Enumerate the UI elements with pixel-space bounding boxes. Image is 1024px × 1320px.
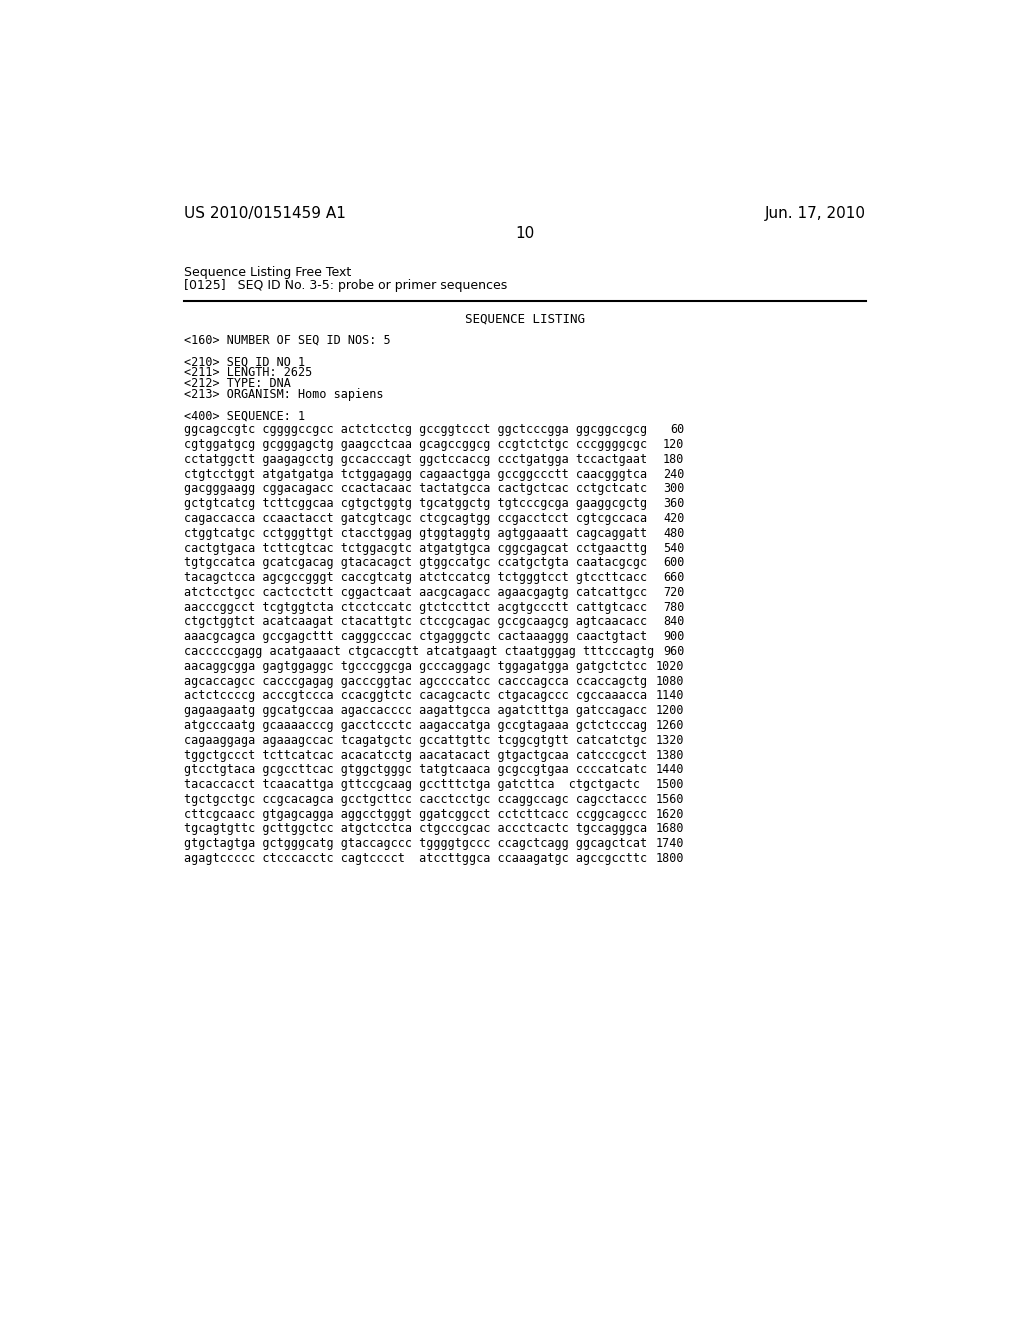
Text: gctgtcatcg tcttcggcaa cgtgctggtg tgcatggctg tgtcccgcga gaaggcgctg: gctgtcatcg tcttcggcaa cgtgctggtg tgcatgg… [183, 498, 647, 511]
Text: Jun. 17, 2010: Jun. 17, 2010 [765, 206, 866, 222]
Text: 1740: 1740 [656, 837, 684, 850]
Text: gtgctagtga gctgggcatg gtaccagccc tggggtgccc ccagctcagg ggcagctcat: gtgctagtga gctgggcatg gtaccagccc tggggtg… [183, 837, 647, 850]
Text: <212> TYPE: DNA: <212> TYPE: DNA [183, 378, 291, 391]
Text: 420: 420 [664, 512, 684, 525]
Text: gagaagaatg ggcatgccaa agaccacccc aagattgcca agatctttga gatccagacc: gagaagaatg ggcatgccaa agaccacccc aagattg… [183, 704, 647, 717]
Text: gacgggaagg cggacagacc ccactacaac tactatgcca cactgctcac cctgctcatc: gacgggaagg cggacagacc ccactacaac tactatg… [183, 482, 647, 495]
Text: actctccccg acccgtccca ccacggtctc cacagcactc ctgacagccc cgccaaacca: actctccccg acccgtccca ccacggtctc cacagca… [183, 689, 647, 702]
Text: SEQUENCE LISTING: SEQUENCE LISTING [465, 313, 585, 326]
Text: 300: 300 [664, 482, 684, 495]
Text: cgtggatgcg gcgggagctg gaagcctcaa gcagccggcg ccgtctctgc cccggggcgc: cgtggatgcg gcgggagctg gaagcctcaa gcagccg… [183, 438, 647, 451]
Text: <160> NUMBER OF SEQ ID NOS: 5: <160> NUMBER OF SEQ ID NOS: 5 [183, 334, 390, 347]
Text: atctcctgcc cactcctctt cggactcaat aacgcagacc agaacgagtg catcattgcc: atctcctgcc cactcctctt cggactcaat aacgcag… [183, 586, 647, 599]
Text: US 2010/0151459 A1: US 2010/0151459 A1 [183, 206, 346, 222]
Text: 360: 360 [664, 498, 684, 511]
Text: <400> SEQUENCE: 1: <400> SEQUENCE: 1 [183, 409, 305, 422]
Text: cagaaggaga agaaagccac tcagatgctc gccattgttc tcggcgtgtt catcatctgc: cagaaggaga agaaagccac tcagatgctc gccattg… [183, 734, 647, 747]
Text: 1620: 1620 [656, 808, 684, 821]
Text: <211> LENGTH: 2625: <211> LENGTH: 2625 [183, 367, 312, 379]
Text: 1080: 1080 [656, 675, 684, 688]
Text: cagaccacca ccaactacct gatcgtcagc ctcgcagtgg ccgacctcct cgtcgccaca: cagaccacca ccaactacct gatcgtcagc ctcgcag… [183, 512, 647, 525]
Text: atgcccaatg gcaaaacccg gacctccctc aagaccatga gccgtagaaa gctctcccag: atgcccaatg gcaaaacccg gacctccctc aagacca… [183, 719, 647, 733]
Text: 1380: 1380 [656, 748, 684, 762]
Text: gtcctgtaca gcgccttcac gtggctgggc tatgtcaaca gcgccgtgaa ccccatcatc: gtcctgtaca gcgccttcac gtggctgggc tatgtca… [183, 763, 647, 776]
Text: tggctgccct tcttcatcac acacatcctg aacatacact gtgactgcaa catcccgcct: tggctgccct tcttcatcac acacatcctg aacatac… [183, 748, 647, 762]
Text: 1440: 1440 [656, 763, 684, 776]
Text: 660: 660 [664, 572, 684, 585]
Text: cacccccgagg acatgaaact ctgcaccgtt atcatgaagt ctaatgggag tttcccagtg: cacccccgagg acatgaaact ctgcaccgtt atcatg… [183, 645, 654, 659]
Text: 1680: 1680 [656, 822, 684, 836]
Text: cactgtgaca tcttcgtcac tctggacgtc atgatgtgca cggcgagcat cctgaacttg: cactgtgaca tcttcgtcac tctggacgtc atgatgt… [183, 541, 647, 554]
Text: aacccggcct tcgtggtcta ctcctccatc gtctccttct acgtgccctt cattgtcacc: aacccggcct tcgtggtcta ctcctccatc gtctcct… [183, 601, 647, 614]
Text: 120: 120 [664, 438, 684, 451]
Text: 720: 720 [664, 586, 684, 599]
Text: 1560: 1560 [656, 793, 684, 807]
Text: ctgctggtct acatcaagat ctacattgtc ctccgcagac gccgcaagcg agtcaacacc: ctgctggtct acatcaagat ctacattgtc ctccgca… [183, 615, 647, 628]
Text: 960: 960 [664, 645, 684, 659]
Text: 480: 480 [664, 527, 684, 540]
Text: 60: 60 [670, 424, 684, 437]
Text: aacaggcgga gagtggaggc tgcccggcga gcccaggagc tggagatgga gatgctctcc: aacaggcgga gagtggaggc tgcccggcga gcccagg… [183, 660, 647, 673]
Text: 840: 840 [664, 615, 684, 628]
Text: 1500: 1500 [656, 777, 684, 791]
Text: 180: 180 [664, 453, 684, 466]
Text: ggcagccgtc cggggccgcc actctcctcg gccggtccct ggctcccgga ggcggccgcg: ggcagccgtc cggggccgcc actctcctcg gccggtc… [183, 424, 647, 437]
Text: <213> ORGANISM: Homo sapiens: <213> ORGANISM: Homo sapiens [183, 388, 383, 401]
Text: 10: 10 [515, 226, 535, 242]
Text: [0125]   SEQ ID No. 3-5: probe or primer sequences: [0125] SEQ ID No. 3-5: probe or primer s… [183, 280, 507, 292]
Text: 240: 240 [664, 467, 684, 480]
Text: tgtgccatca gcatcgacag gtacacagct gtggccatgc ccatgctgta caatacgcgc: tgtgccatca gcatcgacag gtacacagct gtggcca… [183, 556, 647, 569]
Text: agcaccagcc cacccgagag gacccggtac agccccatcc cacccagcca ccaccagctg: agcaccagcc cacccgagag gacccggtac agcccca… [183, 675, 647, 688]
Text: 1140: 1140 [656, 689, 684, 702]
Text: aaacgcagca gccgagcttt cagggcccac ctgagggctc cactaaaggg caactgtact: aaacgcagca gccgagcttt cagggcccac ctgaggg… [183, 630, 647, 643]
Text: 1320: 1320 [656, 734, 684, 747]
Text: Sequence Listing Free Text: Sequence Listing Free Text [183, 267, 351, 280]
Text: 900: 900 [664, 630, 684, 643]
Text: cttcgcaacc gtgagcagga aggcctgggt ggatcggcct cctcttcacc ccggcagccc: cttcgcaacc gtgagcagga aggcctgggt ggatcgg… [183, 808, 647, 821]
Text: 1260: 1260 [656, 719, 684, 733]
Text: ctgtcctggt atgatgatga tctggagagg cagaactgga gccggccctt caacgggtca: ctgtcctggt atgatgatga tctggagagg cagaact… [183, 467, 647, 480]
Text: tacagctcca agcgccgggt caccgtcatg atctccatcg tctgggtcct gtccttcacc: tacagctcca agcgccgggt caccgtcatg atctcca… [183, 572, 647, 585]
Text: 780: 780 [664, 601, 684, 614]
Text: 600: 600 [664, 556, 684, 569]
Text: 1800: 1800 [656, 851, 684, 865]
Text: 1020: 1020 [656, 660, 684, 673]
Text: ctggtcatgc cctgggttgt ctacctggag gtggtaggtg agtggaaatt cagcaggatt: ctggtcatgc cctgggttgt ctacctggag gtggtag… [183, 527, 647, 540]
Text: cctatggctt gaagagcctg gccacccagt ggctccaccg ccctgatgga tccactgaat: cctatggctt gaagagcctg gccacccagt ggctcca… [183, 453, 647, 466]
Text: <210> SEQ ID NO 1: <210> SEQ ID NO 1 [183, 355, 305, 368]
Text: tacaccacct tcaacattga gttccgcaag gcctttctga gatcttca  ctgctgactc: tacaccacct tcaacattga gttccgcaag gcctttc… [183, 777, 640, 791]
Text: 1200: 1200 [656, 704, 684, 717]
Text: tgcagtgttc gcttggctcc atgctcctca ctgcccgcac accctcactc tgccagggca: tgcagtgttc gcttggctcc atgctcctca ctgcccg… [183, 822, 647, 836]
Text: 540: 540 [664, 541, 684, 554]
Text: tgctgcctgc ccgcacagca gcctgcttcc cacctcctgc ccaggccagc cagcctaccc: tgctgcctgc ccgcacagca gcctgcttcc cacctcc… [183, 793, 647, 807]
Text: agagtccccc ctcccacctc cagtcccct  atccttggca ccaaagatgc agccgccttc: agagtccccc ctcccacctc cagtcccct atccttgg… [183, 851, 647, 865]
